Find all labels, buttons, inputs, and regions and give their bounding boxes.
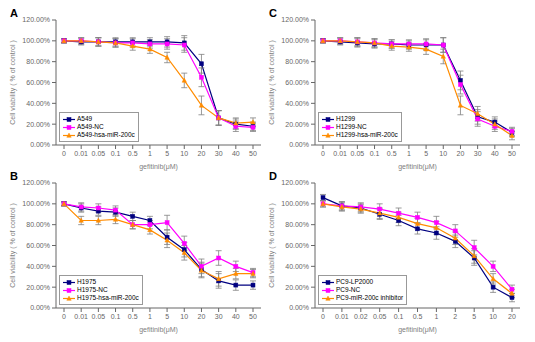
svg-text:40.00%: 40.00%: [285, 263, 309, 270]
svg-text:0: 0: [321, 150, 325, 157]
svg-text:40: 40: [232, 313, 240, 320]
svg-text:0: 0: [62, 313, 66, 320]
svg-text:40: 40: [491, 150, 499, 157]
svg-text:0.05: 0.05: [92, 313, 106, 320]
html-text:H1975-hsa-miR-200c: H1975-hsa-miR-200c: [77, 294, 139, 301]
svg-text:20: 20: [198, 150, 206, 157]
svg-text:80.00%: 80.00%: [285, 58, 309, 65]
svg-text:40.00%: 40.00%: [26, 263, 50, 270]
html-text:PC9-NC: PC9-NC: [336, 286, 361, 293]
svg-text:40: 40: [232, 150, 240, 157]
svg-text:0.5: 0.5: [128, 313, 138, 320]
svg-text:50: 50: [249, 313, 257, 320]
svg-text:0.00%: 0.00%: [30, 304, 50, 311]
svg-text:40.00%: 40.00%: [285, 100, 309, 107]
svg-text:0.1: 0.1: [370, 150, 380, 157]
svg-text:30: 30: [215, 150, 223, 157]
svg-text:10: 10: [180, 150, 188, 157]
svg-text:2: 2: [453, 313, 457, 320]
svg-text:gefitinib(μM): gefitinib(μM): [139, 326, 178, 334]
svg-text:100.00%: 100.00%: [281, 200, 309, 207]
svg-text:100.00%: 100.00%: [281, 37, 309, 44]
html-text:H1299: H1299: [336, 115, 356, 122]
svg-text:20.00%: 20.00%: [26, 121, 50, 128]
svg-text:0.1: 0.1: [111, 313, 121, 320]
svg-text:80.00%: 80.00%: [285, 221, 309, 228]
svg-text:20: 20: [457, 150, 465, 157]
html-text:A549-NC: A549-NC: [77, 123, 104, 130]
svg-text:0.05: 0.05: [351, 150, 365, 157]
svg-text:0.02: 0.02: [354, 313, 368, 320]
html-text:H1299-NC: H1299-NC: [336, 123, 367, 130]
svg-text:5: 5: [472, 313, 476, 320]
html-text:H1299-hsa-miR-200c: H1299-hsa-miR-200c: [336, 131, 398, 138]
svg-text:gefitinib(μM): gefitinib(μM): [398, 326, 437, 334]
svg-text:0.00%: 0.00%: [289, 304, 309, 311]
svg-text:80.00%: 80.00%: [26, 58, 50, 65]
html-text:C: C: [269, 7, 277, 19]
svg-text:0.1: 0.1: [394, 313, 404, 320]
svg-text:60.00%: 60.00%: [285, 79, 309, 86]
svg-text:0.00%: 0.00%: [289, 141, 309, 148]
svg-text:10: 10: [439, 150, 447, 157]
svg-text:0.01: 0.01: [333, 150, 347, 157]
svg-text:100.00%: 100.00%: [22, 37, 50, 44]
svg-text:20: 20: [508, 313, 516, 320]
svg-text:40.00%: 40.00%: [26, 100, 50, 107]
svg-text:0.00%: 0.00%: [30, 141, 50, 148]
svg-text:120.00%: 120.00%: [22, 16, 50, 23]
svg-text:1: 1: [434, 313, 438, 320]
html-text:H1975-NC: H1975-NC: [77, 286, 108, 293]
svg-text:30: 30: [215, 313, 223, 320]
svg-text:Cell viability ( % of control: Cell viability ( % of control ): [9, 40, 17, 124]
svg-text:5: 5: [165, 150, 169, 157]
svg-text:120.00%: 120.00%: [281, 16, 309, 23]
svg-text:0: 0: [62, 150, 66, 157]
svg-text:120.00%: 120.00%: [22, 179, 50, 186]
svg-text:0.5: 0.5: [387, 150, 397, 157]
svg-text:50: 50: [508, 150, 516, 157]
html-text:PC9-LP2000: PC9-LP2000: [336, 278, 374, 285]
svg-text:0.1: 0.1: [111, 150, 121, 157]
svg-text:60.00%: 60.00%: [26, 79, 50, 86]
svg-text:0.01: 0.01: [335, 313, 349, 320]
svg-text:gefitinib(μM): gefitinib(μM): [139, 163, 178, 171]
svg-text:1: 1: [148, 150, 152, 157]
svg-text:0: 0: [321, 313, 325, 320]
html-text:A549-hsa-miR-200c: A549-hsa-miR-200c: [77, 131, 135, 138]
svg-text:10: 10: [180, 313, 188, 320]
svg-text:100.00%: 100.00%: [22, 200, 50, 207]
svg-text:0.05: 0.05: [92, 150, 106, 157]
svg-text:1: 1: [148, 313, 152, 320]
svg-text:0.5: 0.5: [128, 150, 138, 157]
svg-text:5: 5: [165, 313, 169, 320]
svg-text:20.00%: 20.00%: [26, 284, 50, 291]
svg-text:gefitinib(μM): gefitinib(μM): [398, 163, 437, 171]
svg-text:80.00%: 80.00%: [26, 221, 50, 228]
svg-text:1: 1: [407, 150, 411, 157]
svg-text:20.00%: 20.00%: [285, 284, 309, 291]
svg-text:20: 20: [198, 313, 206, 320]
svg-text:Cell viability ( % of control: Cell viability ( % of control ): [268, 203, 276, 287]
html-text:D: D: [269, 170, 277, 182]
svg-text:60.00%: 60.00%: [26, 242, 50, 249]
svg-text:0.05: 0.05: [373, 313, 387, 320]
svg-text:20.00%: 20.00%: [285, 121, 309, 128]
html-text:PC9-miR-200c inhibitor: PC9-miR-200c inhibitor: [336, 294, 404, 301]
svg-text:30: 30: [474, 150, 482, 157]
svg-text:10: 10: [489, 313, 497, 320]
svg-text:60.00%: 60.00%: [285, 242, 309, 249]
svg-text:120.00%: 120.00%: [281, 179, 309, 186]
html-text:B: B: [10, 170, 18, 182]
svg-text:50: 50: [249, 150, 257, 157]
html-text:A549: A549: [77, 115, 93, 122]
svg-text:0.5: 0.5: [413, 313, 423, 320]
html-text:A: A: [10, 7, 18, 19]
svg-text:5: 5: [424, 150, 428, 157]
svg-text:0.01: 0.01: [74, 313, 88, 320]
html-text:H1975: H1975: [77, 278, 97, 285]
svg-text:Cell viability ( % of control: Cell viability ( % of control ): [268, 40, 276, 124]
svg-text:0.01: 0.01: [74, 150, 88, 157]
svg-text:Cell viability ( % of control: Cell viability ( % of control ): [9, 203, 17, 287]
